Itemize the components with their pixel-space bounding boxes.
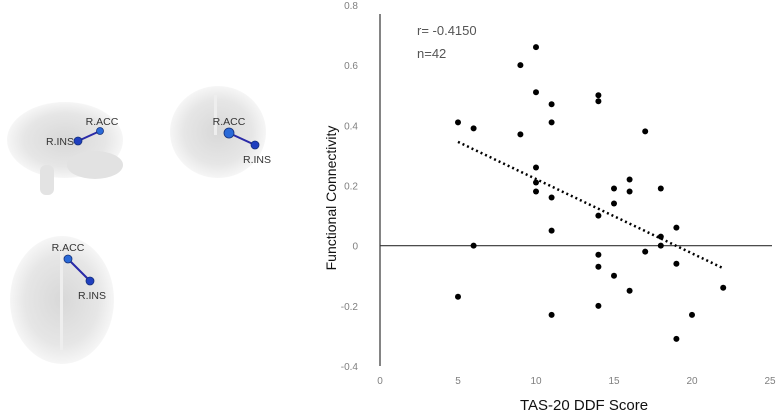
node-r-acc <box>63 254 73 264</box>
data-point <box>611 200 617 207</box>
node-r-acc <box>96 127 104 135</box>
trendline <box>457 140 724 270</box>
y-tick-label: 0.2 <box>344 182 358 193</box>
data-point <box>517 131 524 138</box>
x-tick-label: 0 <box>377 376 383 387</box>
data-points <box>455 44 727 342</box>
data-point <box>455 119 461 126</box>
data-point <box>720 284 727 291</box>
node-r-ins <box>73 136 83 146</box>
x-tick-label: 10 <box>530 376 542 387</box>
axial-connection: R.ACC R.INS <box>52 242 106 302</box>
data-point <box>626 176 633 183</box>
y-tick-label: 0 <box>352 242 358 253</box>
data-point <box>673 224 680 231</box>
node-r-ins <box>85 276 95 286</box>
data-point <box>595 302 602 309</box>
data-point <box>533 179 539 186</box>
data-point <box>533 89 539 96</box>
node-r-ins <box>250 140 260 150</box>
x-tick-label: 5 <box>455 376 461 387</box>
data-point <box>673 335 680 342</box>
brain-region-label: R.ACC <box>213 116 246 128</box>
scatter-chart: -0.4 -0.2 0 0.2 0.4 0.6 0.8 0 5 10 15 20 25 r= -0.41… <box>320 0 778 414</box>
data-point <box>626 188 633 195</box>
brain-region-label: R.ACC <box>52 242 85 254</box>
data-point <box>611 185 617 192</box>
data-point <box>642 128 649 135</box>
brain-connectivity-panel: R.INS R.ACC R.ACC R.INS R.ACC R.INS <box>0 0 320 414</box>
y-tick-label: 0.6 <box>344 61 358 72</box>
trend-line <box>457 140 724 270</box>
data-point <box>533 44 539 51</box>
data-point <box>595 263 602 270</box>
data-point <box>548 194 555 201</box>
y-tick-label: 0.4 <box>344 121 358 132</box>
sagittal-connection: R.INS R.ACC <box>46 116 119 148</box>
data-point <box>595 92 602 99</box>
data-point <box>517 62 524 69</box>
brain-region-label: R.INS <box>46 136 74 148</box>
data-point <box>548 101 555 108</box>
data-point <box>595 212 602 219</box>
x-axis-label: TAS-20 DDF Score <box>520 397 648 414</box>
data-point <box>673 260 680 267</box>
data-point <box>455 293 461 300</box>
data-point <box>548 227 555 234</box>
sample-size-annotation: n=42 <box>417 46 446 61</box>
chart-axes <box>379 14 772 366</box>
scatter-plot: -0.4 -0.2 0 0.2 0.4 0.6 0.8 0 5 10 15 20 25 r= -0.41… <box>323 1 776 414</box>
data-point <box>611 272 617 279</box>
data-point <box>595 98 602 105</box>
x-tick-label: 20 <box>686 376 698 387</box>
data-point <box>548 119 555 126</box>
data-point <box>689 311 695 318</box>
data-point <box>470 242 477 249</box>
data-point <box>595 251 602 258</box>
data-point <box>533 164 539 171</box>
y-axis-label: Functional Connectivity <box>323 126 339 271</box>
y-tick-label: -0.4 <box>341 362 359 373</box>
brain-region-label: R.INS <box>243 154 271 166</box>
data-point <box>657 233 664 240</box>
coronal-connection: R.ACC R.INS <box>213 116 271 166</box>
brain-views: R.INS R.ACC R.ACC R.INS R.ACC R.INS <box>7 86 271 364</box>
axis-ticks: -0.4 -0.2 0 0.2 0.4 0.6 0.8 0 5 10 15 20 25 <box>341 1 776 387</box>
x-tick-label: 25 <box>764 376 776 387</box>
data-point <box>642 248 649 255</box>
brain-region-label: R.ACC <box>86 116 119 128</box>
data-point <box>657 185 664 192</box>
data-point <box>626 287 633 294</box>
correlation-annotation: r= -0.4150 <box>417 23 477 38</box>
coronal-brain-view <box>170 86 266 178</box>
y-tick-label: -0.2 <box>341 302 359 313</box>
brain-region-label: R.INS <box>78 290 106 302</box>
data-point <box>533 188 539 195</box>
data-point <box>548 311 555 318</box>
data-point <box>470 125 477 132</box>
data-point <box>657 242 664 249</box>
sagittal-brain-view <box>7 102 123 195</box>
x-tick-label: 15 <box>608 376 620 387</box>
node-r-acc <box>223 127 235 139</box>
axial-brain-view <box>10 236 114 364</box>
y-tick-label: 0.8 <box>344 1 358 12</box>
